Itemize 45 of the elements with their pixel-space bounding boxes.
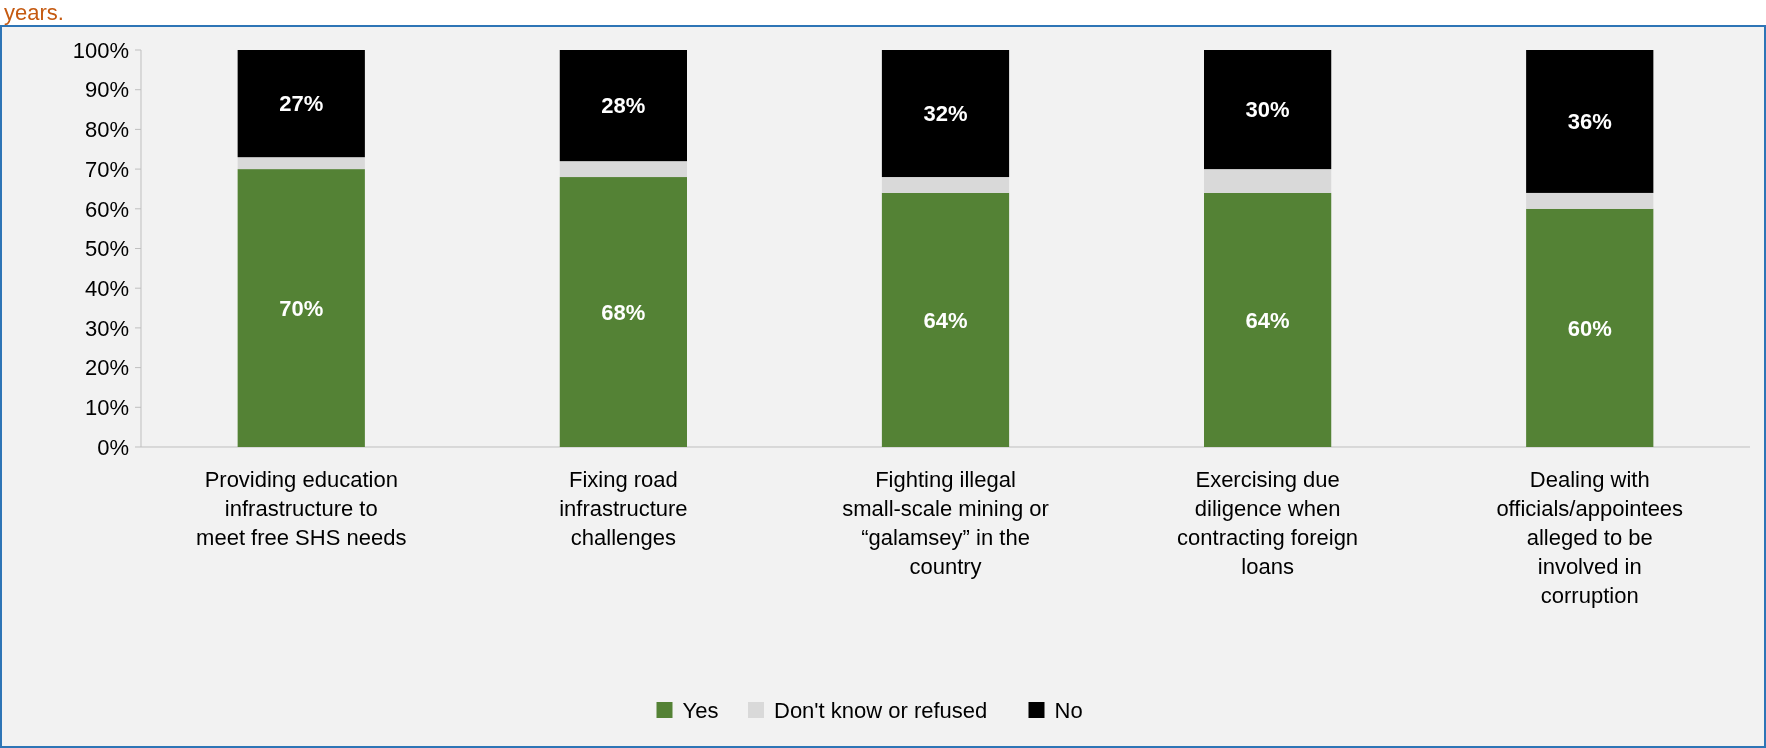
bar — [1204, 169, 1332, 193]
y-tick-label: 50% — [84, 236, 129, 262]
y-tick-label: 80% — [84, 117, 129, 143]
y-tick-label: 0% — [97, 434, 129, 460]
data-label: 64% — [923, 307, 968, 333]
y-tick-label: 60% — [84, 196, 129, 222]
x-tick-label: Dealing with officials/appointees alleged to be involved in corruption — [1496, 467, 1684, 608]
legend-label: No — [1054, 697, 1083, 723]
data-label: 28% — [601, 93, 646, 119]
bar — [237, 169, 365, 447]
data-label: 36% — [1567, 109, 1612, 135]
bar — [559, 161, 687, 178]
x-tick-label: Exercising due diligence when contracting foreign loans — [1177, 467, 1359, 579]
data-label: 27% — [279, 91, 324, 117]
chart-title: years. — [4, 0, 64, 25]
bar — [559, 50, 687, 162]
data-label: 32% — [923, 101, 968, 127]
bar — [881, 192, 1010, 447]
bar — [559, 177, 687, 447]
y-tick-label: 20% — [84, 355, 129, 381]
data-label: 60% — [1567, 315, 1612, 341]
data-label: 70% — [279, 295, 324, 321]
data-label: 68% — [601, 299, 646, 325]
bar — [1204, 50, 1332, 170]
x-tick-label: Providing education infrastructure to meet free SHS needs — [196, 467, 407, 550]
bar — [1526, 192, 1654, 209]
y-tick-label: 10% — [84, 395, 129, 420]
bar — [237, 157, 365, 170]
y-tick-label: 100% — [72, 37, 129, 63]
data-label: 30% — [1245, 97, 1290, 123]
bar — [237, 50, 365, 158]
legend-label: Don't know or refused — [774, 697, 988, 723]
bar — [1204, 192, 1332, 447]
y-tick-label: 90% — [84, 77, 129, 103]
legend-label: Yes — [682, 697, 719, 723]
y-tick-label: 70% — [84, 156, 129, 182]
y-tick-label: 40% — [84, 275, 129, 301]
bar — [881, 177, 1010, 193]
x-tick-label: Fighting illegal small-scale mining or “galamsey” in the country — [842, 467, 1049, 579]
bar — [1526, 50, 1654, 193]
data-label: 64% — [1245, 307, 1290, 333]
bar — [881, 50, 1010, 178]
x-tick-label: Fixing road infrastructure challenges — [559, 467, 688, 550]
bar — [1526, 208, 1654, 447]
y-tick-label: 30% — [84, 315, 129, 341]
